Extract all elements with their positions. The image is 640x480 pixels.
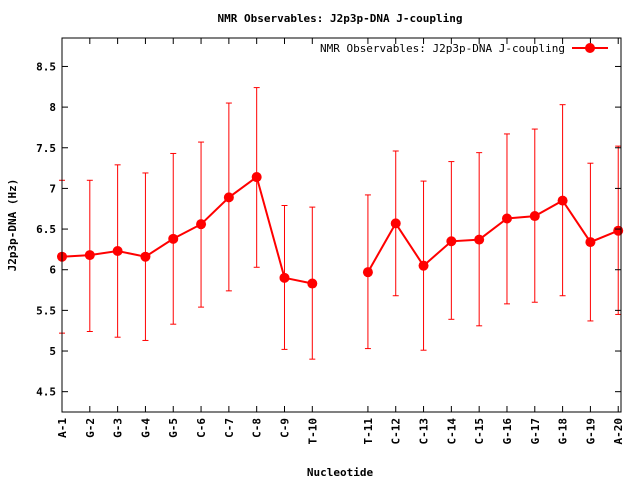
data-point: [140, 251, 151, 262]
data-point: [474, 234, 485, 245]
x-tick-label: C-13: [418, 418, 431, 445]
plot-frame: [61, 37, 622, 413]
x-tick-label: C-15: [473, 418, 486, 445]
data-point: [84, 250, 95, 261]
legend: NMR Observables: J2p3p-DNA J-coupling: [320, 42, 608, 55]
y-tick-label: 6: [49, 264, 56, 277]
x-tick-label: G-3: [112, 418, 125, 438]
y-tick-label: 8.5: [36, 60, 56, 73]
x-tick-label: G-4: [139, 418, 152, 438]
chart-title: NMR Observables: J2p3p-DNA J-coupling: [217, 12, 462, 25]
data-point: [307, 278, 318, 289]
data-point: [362, 267, 373, 278]
data-point: [251, 172, 262, 183]
x-axis-label: Nucleotide: [307, 466, 374, 479]
x-tick-label: C-9: [278, 418, 291, 438]
y-tick-label: 7.5: [36, 142, 56, 155]
series-line: [61, 175, 619, 285]
x-tick-label: T-10: [306, 418, 319, 445]
x-tick-label: A-20: [612, 418, 625, 445]
x-tick-label: C-7: [223, 418, 236, 438]
x-tick-label: C-14: [445, 418, 458, 445]
data-point: [223, 192, 234, 203]
x-tick-label: C-12: [390, 418, 403, 445]
axes-layer: 4.5 5 5.5 6 6.5 7 7.5 8 8.5 A-1 G-2 G-3 G-4 G-5 C-6 C-7…: [36, 38, 625, 445]
data-point: [196, 219, 207, 230]
y-axis-label: J2p3p-DNA (Hz): [6, 179, 19, 272]
x-tick-label: A-1: [56, 418, 69, 438]
data-point: [557, 195, 568, 206]
legend-label: NMR Observables: J2p3p-DNA J-coupling: [320, 42, 565, 55]
y-tick-label: 5.5: [36, 304, 56, 317]
data-point: [168, 233, 179, 244]
data-point: [501, 213, 512, 224]
series-layer: [57, 87, 624, 360]
data-point: [529, 211, 540, 222]
data-point: [418, 260, 429, 271]
y-tick-label: 7: [49, 182, 56, 195]
y-tick-label: 6.5: [36, 223, 56, 236]
x-tick-label: T-11: [362, 418, 375, 445]
data-point: [112, 246, 123, 257]
data-point: [390, 218, 401, 229]
x-tick-label: C-6: [195, 418, 208, 438]
x-tick-label: G-19: [584, 418, 597, 445]
x-tick-label: G-5: [167, 418, 180, 438]
data-point: [279, 272, 290, 283]
y-tick-label: 8: [49, 101, 56, 114]
data-point: [613, 225, 624, 236]
data-point: [585, 237, 596, 248]
y-tick-label: 4.5: [36, 386, 56, 399]
x-tick-label: C-8: [251, 418, 264, 438]
y-tick-label: 5: [49, 345, 56, 358]
data-point: [446, 236, 457, 247]
x-tick-label: G-18: [557, 418, 570, 445]
x-tick-label: G-16: [501, 418, 514, 445]
legend-marker: [585, 43, 595, 53]
x-tick-label: G-17: [529, 418, 542, 445]
x-tick-label: G-2: [84, 418, 97, 438]
